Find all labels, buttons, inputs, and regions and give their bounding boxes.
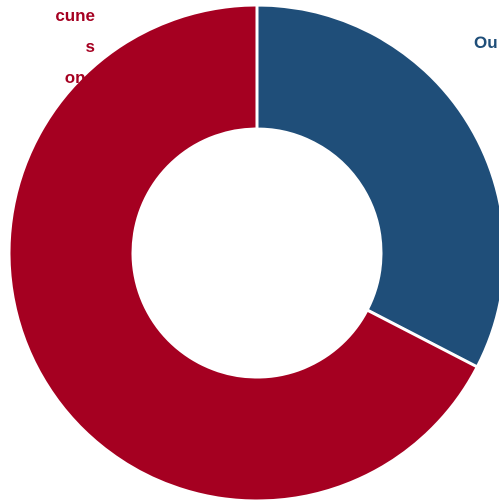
slice-labels: Ou cune s ons	[55, 6, 497, 87]
slice-label-1: Ou	[474, 33, 498, 52]
donut-slice-2	[7, 3, 480, 501]
slice-label-line: cune	[55, 6, 95, 25]
donut-slice-1	[255, 3, 499, 369]
donut-slices	[7, 3, 499, 501]
slice-label-2: cune s ons	[55, 6, 95, 87]
slice-label-line: Ou	[474, 33, 498, 52]
slice-label-line: s	[86, 37, 95, 56]
slice-label-line: ons	[65, 68, 95, 87]
